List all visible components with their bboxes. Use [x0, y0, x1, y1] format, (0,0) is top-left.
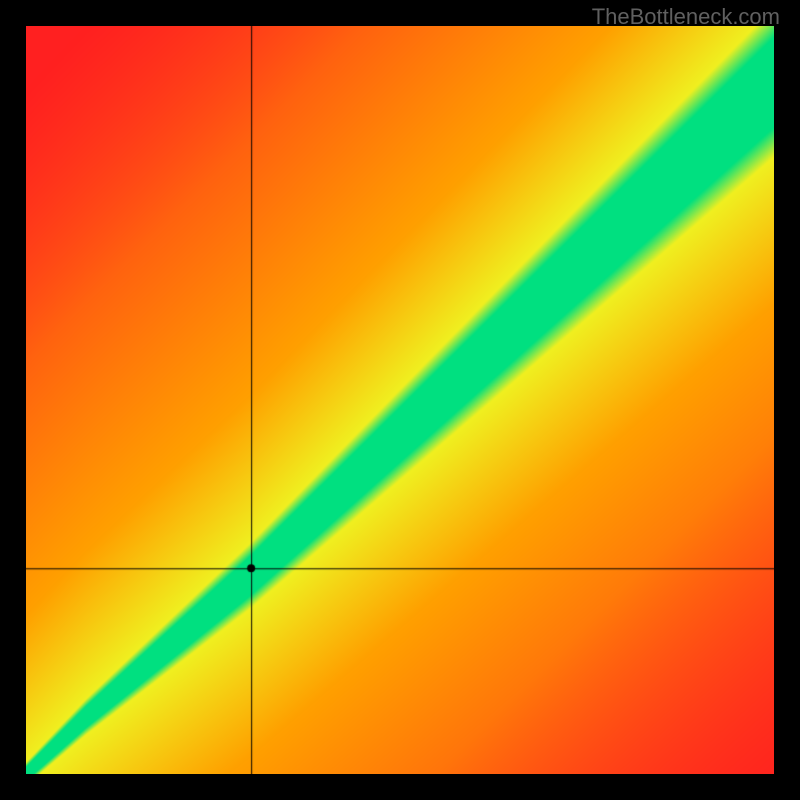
crosshair-overlay: [26, 26, 774, 774]
watermark-text: TheBottleneck.com: [592, 4, 780, 30]
